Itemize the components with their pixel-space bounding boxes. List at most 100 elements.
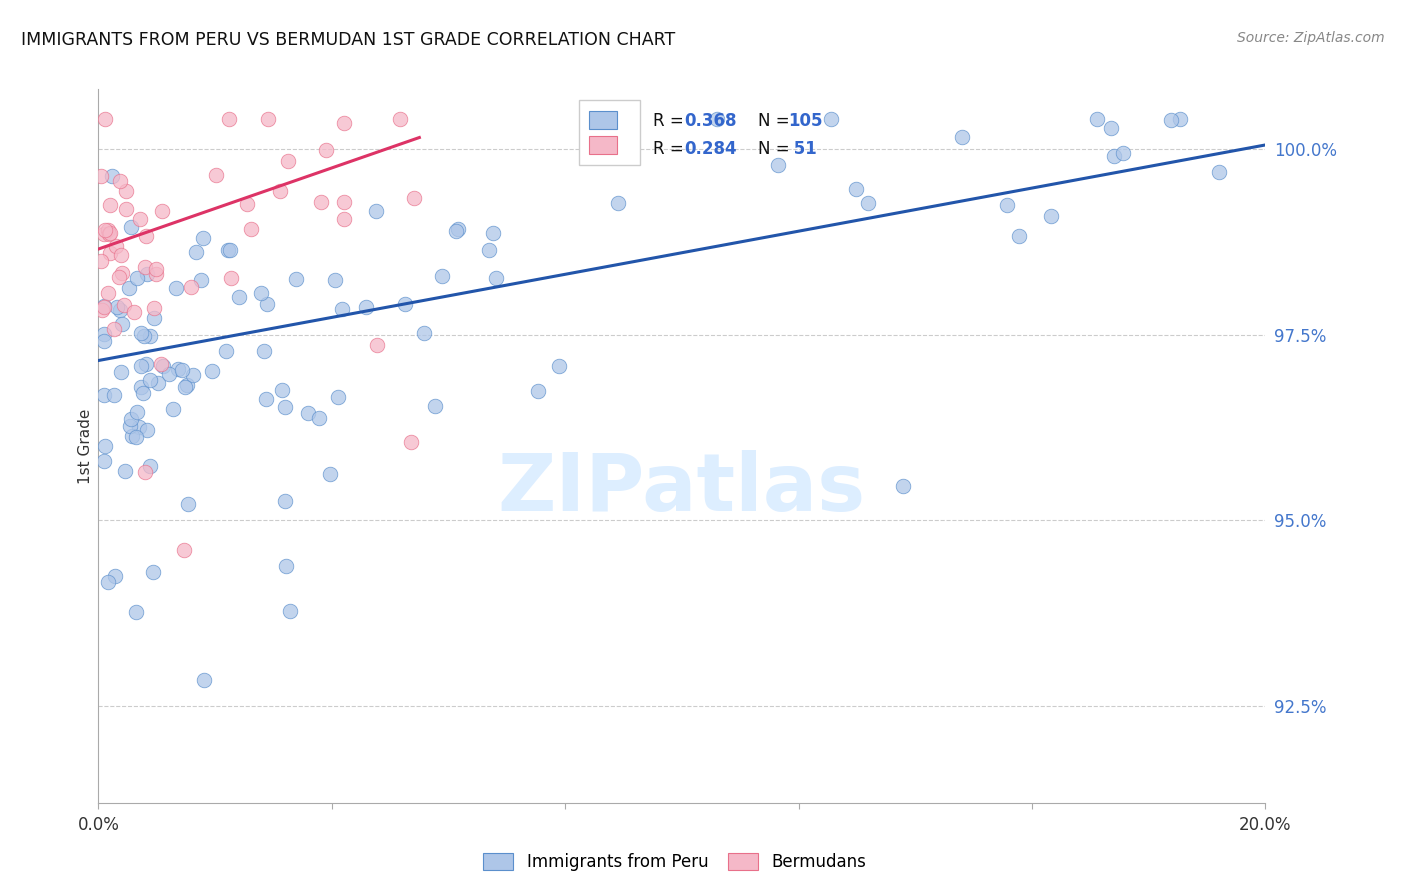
- Text: N =: N =: [758, 140, 794, 158]
- Point: [110, 365, 132, 379]
- Y-axis label: 1st Grade: 1st Grade: [77, 409, 93, 483]
- Point: [131, 386, 153, 401]
- Text: 0.368: 0.368: [685, 112, 737, 129]
- Point: [240, 222, 263, 236]
- Point: [152, 359, 174, 374]
- Point: [122, 304, 145, 318]
- Point: [1008, 229, 1031, 244]
- Text: 105: 105: [789, 112, 823, 129]
- Point: [447, 221, 470, 235]
- Point: [150, 357, 173, 371]
- Point: [120, 411, 142, 425]
- Point: [136, 267, 159, 281]
- Point: [277, 154, 299, 169]
- Point: [97, 222, 120, 236]
- Point: [254, 392, 277, 406]
- Point: [103, 388, 125, 402]
- Point: [177, 497, 200, 511]
- Point: [217, 244, 239, 258]
- Point: [235, 197, 257, 211]
- Point: [93, 301, 115, 315]
- Point: [170, 363, 193, 377]
- Text: 0.0%: 0.0%: [77, 816, 120, 834]
- Point: [481, 226, 503, 240]
- Point: [423, 399, 446, 413]
- Point: [485, 271, 508, 285]
- Point: [766, 158, 789, 172]
- Point: [184, 244, 207, 259]
- Point: [93, 327, 115, 342]
- Point: [112, 298, 135, 312]
- Point: [402, 191, 425, 205]
- Point: [110, 248, 132, 262]
- Text: ZIPatlas: ZIPatlas: [498, 450, 866, 528]
- Point: [548, 359, 571, 374]
- Point: [297, 406, 319, 420]
- Text: 51: 51: [789, 140, 817, 158]
- Point: [1039, 209, 1062, 223]
- Point: [269, 184, 291, 198]
- Point: [136, 424, 159, 438]
- Point: [274, 400, 297, 414]
- Point: [257, 112, 280, 126]
- Point: [125, 270, 148, 285]
- Point: [135, 357, 157, 371]
- Point: [706, 112, 728, 126]
- Text: N =: N =: [758, 112, 794, 129]
- Point: [366, 203, 388, 218]
- Point: [91, 302, 114, 317]
- Point: [366, 338, 388, 352]
- Point: [271, 383, 294, 397]
- Point: [333, 195, 356, 210]
- Point: [820, 112, 842, 126]
- Point: [394, 296, 416, 310]
- Point: [309, 195, 332, 210]
- Text: IMMIGRANTS FROM PERU VS BERMUDAN 1ST GRADE CORRELATION CHART: IMMIGRANTS FROM PERU VS BERMUDAN 1ST GRA…: [21, 31, 675, 49]
- Point: [125, 430, 148, 444]
- Point: [319, 467, 342, 482]
- Point: [1085, 112, 1108, 126]
- Point: [354, 300, 377, 314]
- Point: [323, 272, 346, 286]
- Point: [181, 368, 204, 382]
- Point: [134, 260, 156, 274]
- Point: [125, 605, 148, 619]
- Point: [278, 604, 301, 618]
- Text: R =: R =: [652, 112, 689, 129]
- Point: [90, 253, 112, 268]
- Point: [145, 267, 167, 281]
- Point: [950, 130, 973, 145]
- Point: [228, 290, 250, 304]
- Point: [108, 173, 131, 187]
- Point: [101, 169, 124, 184]
- Point: [285, 272, 308, 286]
- Point: [128, 420, 150, 434]
- Text: 20.0%: 20.0%: [1239, 816, 1292, 834]
- Point: [108, 270, 131, 285]
- Point: [105, 238, 128, 252]
- Point: [114, 464, 136, 478]
- Point: [121, 428, 143, 442]
- Point: [120, 418, 142, 433]
- Point: [139, 329, 162, 343]
- Point: [167, 362, 190, 376]
- Point: [98, 245, 121, 260]
- Point: [129, 211, 152, 226]
- Point: [193, 673, 215, 687]
- Point: [120, 219, 142, 234]
- Point: [146, 376, 169, 390]
- Point: [308, 410, 330, 425]
- Point: [430, 269, 453, 284]
- Point: [330, 301, 353, 316]
- Point: [176, 378, 198, 392]
- Point: [150, 203, 173, 218]
- Point: [173, 543, 195, 558]
- Point: [413, 326, 436, 340]
- Point: [389, 112, 412, 126]
- Point: [110, 302, 132, 317]
- Point: [145, 261, 167, 276]
- Point: [401, 435, 423, 450]
- Point: [478, 243, 501, 257]
- Point: [219, 271, 242, 285]
- Point: [94, 439, 117, 453]
